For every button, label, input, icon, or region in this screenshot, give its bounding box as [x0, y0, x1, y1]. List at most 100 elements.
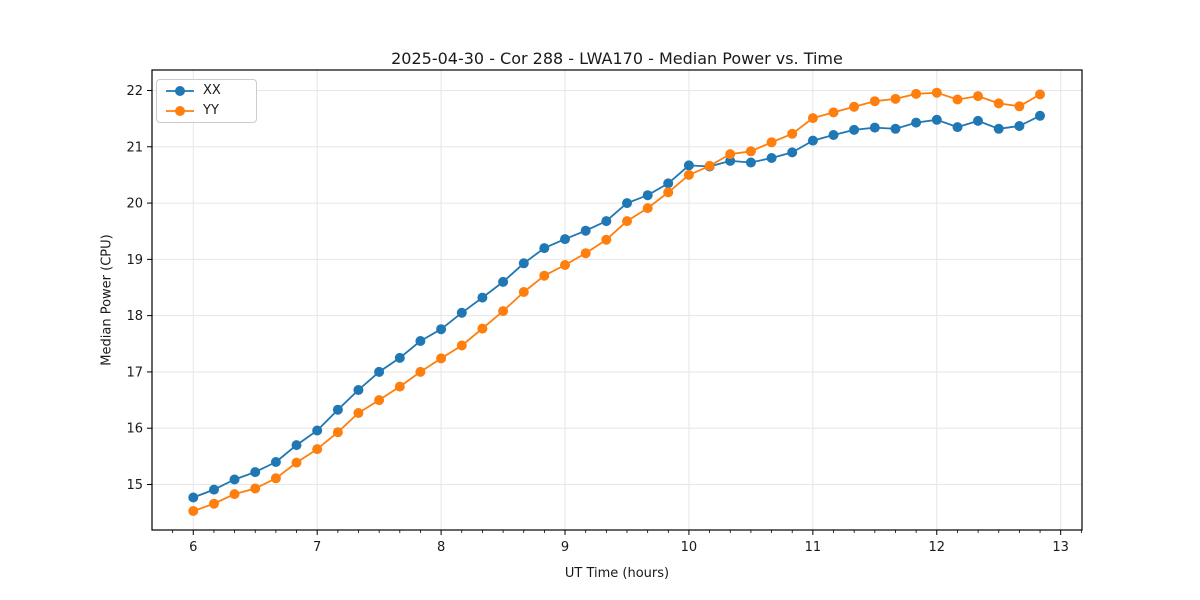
data-point-xx: [973, 115, 983, 126]
data-point-yy: [766, 137, 777, 148]
data-point-yy: [869, 96, 880, 107]
data-point-yy: [539, 270, 550, 281]
data-point-xx: [952, 122, 963, 133]
data-point-yy: [745, 146, 756, 157]
data-point-yy: [580, 248, 591, 259]
data-point-yy: [663, 187, 674, 198]
data-point-xx: [518, 258, 529, 269]
data-point-xx: [580, 225, 591, 236]
plot-frame: [151, 69, 1083, 531]
data-point-yy: [973, 91, 983, 102]
data-point-yy: [415, 366, 426, 377]
series-line-xx: [192, 114, 1041, 499]
data-point-xx: [456, 307, 467, 318]
x-tick-label: 7: [313, 540, 321, 555]
data-point-yy: [890, 93, 901, 104]
data-point-yy: [787, 128, 798, 139]
data-point-xx: [560, 234, 570, 245]
data-point-xx: [890, 123, 901, 134]
data-point-xx: [683, 160, 694, 171]
data-point-xx: [1014, 121, 1025, 131]
y-tick-label: 18: [126, 309, 143, 324]
y-tick-label: 19: [126, 253, 143, 268]
data-point-yy: [332, 427, 343, 438]
data-point-yy: [250, 483, 261, 494]
y-tick-label: 15: [126, 478, 143, 493]
data-point-xx: [209, 484, 219, 495]
data-point-yy: [601, 234, 612, 245]
x-tick-label: 10: [681, 540, 698, 555]
data-point-yy: [828, 107, 839, 118]
data-point-yy: [1035, 89, 1045, 100]
data-point-xx: [745, 157, 756, 168]
data-point-xx: [477, 292, 488, 303]
data-point-yy: [931, 87, 942, 98]
data-point-xx: [642, 190, 653, 201]
data-point-yy: [725, 149, 736, 160]
y-tick-label: 20: [126, 197, 143, 212]
y-tick-label: 22: [126, 84, 143, 99]
x-tick-label: 13: [1052, 540, 1069, 555]
data-point-xx: [622, 198, 632, 209]
data-point-yy: [394, 381, 405, 392]
y-tick-label: 16: [126, 422, 143, 437]
data-point-xx: [332, 404, 343, 415]
data-point-yy: [1014, 101, 1025, 112]
data-point-xx: [993, 123, 1004, 134]
data-point-xx: [828, 130, 839, 140]
legend: XX YY: [156, 79, 257, 123]
data-point-xx: [270, 457, 281, 467]
legend-label-xx: XX: [203, 83, 221, 98]
data-point-yy: [683, 169, 694, 180]
data-point-yy: [456, 340, 467, 351]
y-tick-label: 17: [126, 365, 143, 380]
data-point-xx: [766, 153, 777, 163]
data-point-yy: [291, 457, 302, 468]
data-point-xx: [188, 492, 199, 503]
data-point-xx: [436, 324, 447, 335]
data-point-yy: [477, 323, 488, 334]
data-point-yy: [704, 160, 715, 171]
data-point-yy: [993, 98, 1004, 109]
data-point-xx: [291, 440, 302, 451]
xx-line-marker-icon: [166, 86, 194, 96]
data-point-xx: [931, 114, 942, 125]
x-axis-label: UT Time (hours): [564, 566, 670, 581]
data-point-xx: [539, 243, 550, 254]
data-point-xx: [353, 385, 364, 395]
data-point-xx: [601, 216, 612, 227]
data-point-xx: [415, 336, 426, 346]
data-point-xx: [911, 117, 922, 128]
data-point-yy: [560, 260, 570, 270]
data-point-yy: [911, 88, 922, 99]
data-point-xx: [498, 276, 509, 287]
x-tick-label: 11: [805, 540, 822, 555]
data-point-xx: [1035, 110, 1045, 121]
data-point-xx: [250, 467, 261, 478]
data-point-yy: [807, 113, 818, 124]
x-tick-label: 6: [189, 540, 197, 555]
data-point-yy: [849, 101, 860, 112]
data-point-yy: [353, 408, 364, 418]
data-point-xx: [787, 147, 798, 158]
data-point-xx: [849, 124, 860, 135]
data-point-xx: [807, 135, 818, 146]
data-point-yy: [436, 353, 447, 364]
data-point-yy: [312, 444, 323, 455]
data-point-yy: [229, 489, 240, 500]
y-tick-label: 21: [126, 140, 143, 155]
legend-item-yy: YY: [165, 102, 256, 120]
data-point-yy: [270, 473, 281, 484]
data-point-yy: [952, 94, 963, 105]
legend-item-xx: XX: [165, 82, 256, 100]
chart-title: 2025-04-30 - Cor 288 - LWA170 - Median P…: [391, 49, 843, 68]
yy-line-marker-icon: [166, 106, 194, 116]
x-tick-label: 9: [561, 540, 569, 555]
data-point-xx: [394, 352, 405, 363]
data-point-yy: [622, 216, 632, 227]
data-point-yy: [188, 506, 199, 516]
data-point-xx: [374, 366, 385, 377]
data-point-xx: [869, 122, 880, 133]
